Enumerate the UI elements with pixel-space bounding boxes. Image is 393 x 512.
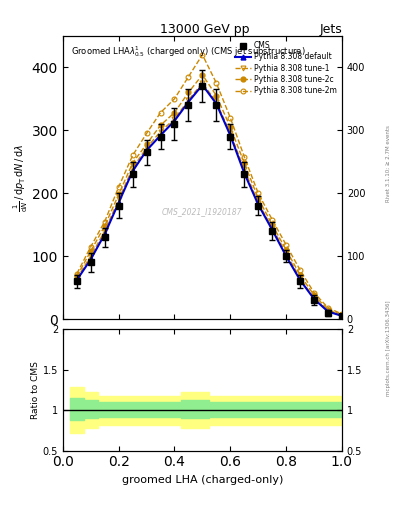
Legend: CMS, Pythia 8.308 default, Pythia 8.308 tune-1, Pythia 8.308 tune-2c, Pythia 8.3: CMS, Pythia 8.308 default, Pythia 8.308 … — [234, 39, 338, 97]
Text: CMS_2021_I1920187: CMS_2021_I1920187 — [162, 207, 242, 216]
Text: Rivet 3.1.10; ≥ 2.7M events: Rivet 3.1.10; ≥ 2.7M events — [386, 125, 391, 202]
Text: Groomed LHA$\lambda^{1}_{0.5}$ (charged only) (CMS jet substructure): Groomed LHA$\lambda^{1}_{0.5}$ (charged … — [71, 45, 306, 59]
Y-axis label: Ratio to CMS: Ratio to CMS — [31, 361, 40, 419]
Y-axis label: $\frac{1}{\mathrm{d}N}\,/\,\mathrm{d}p_{\mathrm{T}}\,\mathrm{d}N\,/\,\mathrm{d}\: $\frac{1}{\mathrm{d}N}\,/\,\mathrm{d}p_{… — [12, 143, 30, 211]
Text: 13000 GeV pp: 13000 GeV pp — [160, 23, 249, 36]
Text: mcplots.cern.ch [arXiv:1306.3436]: mcplots.cern.ch [arXiv:1306.3436] — [386, 301, 391, 396]
Text: Jets: Jets — [319, 23, 342, 36]
X-axis label: groomed LHA (charged-only): groomed LHA (charged-only) — [122, 475, 283, 485]
